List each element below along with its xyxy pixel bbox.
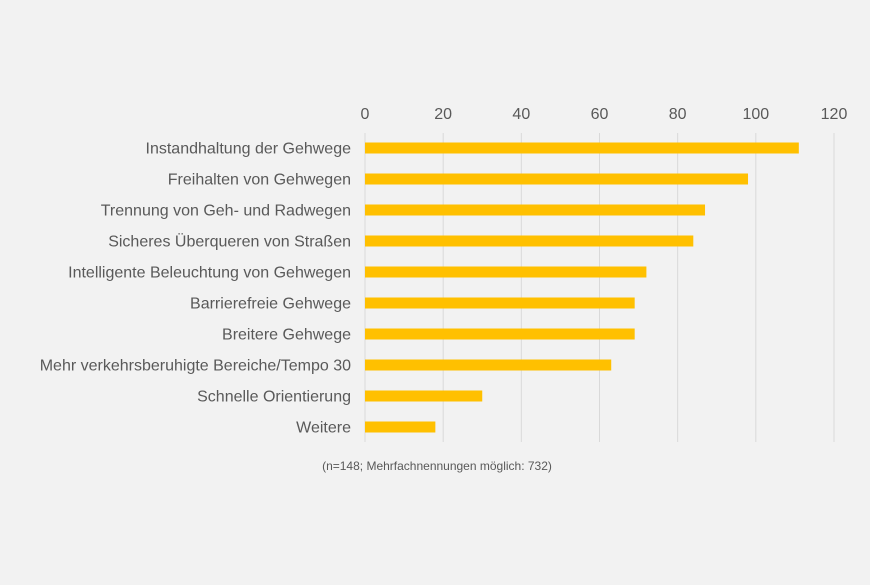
- bar: [365, 235, 694, 247]
- category-label: Freihalten von Gehwegen: [168, 172, 351, 189]
- category-label: Barrierefreie Gehwege: [190, 296, 351, 313]
- x-tick-label: 20: [434, 106, 452, 123]
- category-label: Sicheres Überqueren von Straßen: [108, 233, 351, 251]
- category-label: Trennung von Geh- und Radwegen: [101, 203, 351, 220]
- bar: [365, 297, 635, 309]
- bar: [365, 204, 706, 216]
- x-tick-label: 80: [669, 106, 687, 123]
- x-tick-label: 60: [591, 106, 609, 123]
- bar: [365, 173, 749, 185]
- x-axis-ticks: 0 20 40 60 80 100 120: [361, 106, 848, 123]
- bar: [365, 266, 647, 278]
- bar: [365, 390, 483, 402]
- x-tick-label: 0: [361, 106, 370, 123]
- x-tick-label: 100: [742, 106, 769, 123]
- bar: [365, 421, 436, 433]
- bar: [365, 359, 612, 371]
- category-label: Mehr verkehrsberuhigte Bereiche/Tempo 30: [40, 358, 351, 375]
- bar: [365, 328, 635, 340]
- category-label: Intelligente Beleuchtung von Gehwegen: [68, 265, 351, 282]
- x-tick-label: 120: [821, 106, 848, 123]
- sample-note: (n=148; Mehrfachnennungen möglich: 732): [322, 459, 552, 473]
- bar: [365, 142, 799, 154]
- x-tick-label: 40: [512, 106, 530, 123]
- category-label: Instandhaltung der Gehwege: [146, 141, 352, 158]
- category-labels: Instandhaltung der Gehwege Freihalten von…: [40, 141, 351, 437]
- category-label: Breitere Gehwege: [222, 327, 351, 344]
- bars: [365, 142, 799, 433]
- category-label: Schnelle Orientierung: [197, 389, 351, 406]
- category-label: Weitere: [296, 420, 351, 437]
